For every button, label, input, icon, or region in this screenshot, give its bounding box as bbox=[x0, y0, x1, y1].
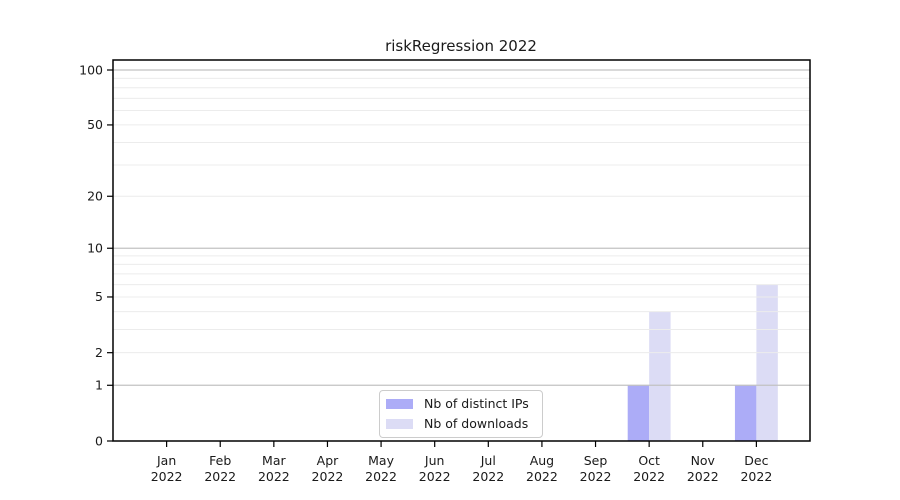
y-tick-label-20: 20 bbox=[87, 189, 103, 204]
y-tick-label-100: 100 bbox=[79, 62, 103, 77]
y-tick-label-0: 0 bbox=[95, 433, 103, 448]
axes-frame bbox=[112, 59, 811, 442]
bar-downloads-dec bbox=[756, 284, 778, 441]
legend-item-downloads: Nb of downloads bbox=[386, 417, 542, 431]
y-tick-label-5: 5 bbox=[95, 289, 103, 304]
x-tick-label-month-oct: Oct bbox=[638, 453, 660, 468]
legend-swatch-distinct-ips bbox=[386, 399, 413, 409]
x-tick-label-month-jan: Jan bbox=[156, 453, 176, 468]
x-tick-label-year-apr: 2022 bbox=[312, 469, 344, 484]
x-tick-label-year-jan: 2022 bbox=[151, 469, 183, 484]
x-tick-label-month-nov: Nov bbox=[691, 453, 716, 468]
x-tick-label-year-jun: 2022 bbox=[419, 469, 451, 484]
x-tick-label-year-sep: 2022 bbox=[580, 469, 612, 484]
x-tick-label-year-dec: 2022 bbox=[740, 469, 772, 484]
x-tick-label-year-may: 2022 bbox=[365, 469, 397, 484]
y-tick-label-1: 1 bbox=[95, 378, 103, 393]
bar-distinct-ips-oct bbox=[627, 385, 650, 441]
y-tick-label-50: 50 bbox=[87, 117, 103, 132]
x-tick-label-month-sep: Sep bbox=[584, 453, 608, 468]
x-tick-label-month-jun: Jun bbox=[424, 453, 445, 468]
x-tick-label-year-jul: 2022 bbox=[472, 469, 504, 484]
x-tick-label-month-aug: Aug bbox=[530, 453, 554, 468]
x-tick-label-month-feb: Feb bbox=[209, 453, 231, 468]
y-tick-label-2: 2 bbox=[95, 345, 103, 360]
x-tick-label-month-dec: Dec bbox=[744, 453, 768, 468]
x-tick-label-month-jul: Jul bbox=[480, 453, 496, 468]
legend-swatch-downloads bbox=[386, 419, 413, 429]
x-tick-label-year-aug: 2022 bbox=[526, 469, 558, 484]
x-tick-label-month-may: May bbox=[368, 453, 394, 468]
x-tick-label-year-mar: 2022 bbox=[258, 469, 290, 484]
x-tick-label-year-nov: 2022 bbox=[687, 469, 719, 484]
legend-label-distinct-ips: Nb of distinct IPs bbox=[424, 396, 529, 411]
chart-title: riskRegression 2022 bbox=[385, 37, 537, 55]
legend-label-downloads: Nb of downloads bbox=[424, 416, 529, 431]
plot-area: 0125102050100Jan2022Feb2022Mar2022Apr202… bbox=[79, 59, 811, 484]
x-tick-label-year-feb: 2022 bbox=[204, 469, 236, 484]
x-tick-label-month-mar: Mar bbox=[262, 453, 286, 468]
legend: Nb of distinct IPs Nb of downloads bbox=[379, 390, 543, 438]
bar-distinct-ips-dec bbox=[734, 385, 757, 441]
x-tick-label-year-oct: 2022 bbox=[633, 469, 665, 484]
bar-downloads-oct bbox=[649, 311, 671, 441]
x-tick-label-month-apr: Apr bbox=[317, 453, 339, 468]
y-tick-label-10: 10 bbox=[87, 240, 103, 255]
legend-item-distinct-ips: Nb of distinct IPs bbox=[386, 397, 542, 411]
